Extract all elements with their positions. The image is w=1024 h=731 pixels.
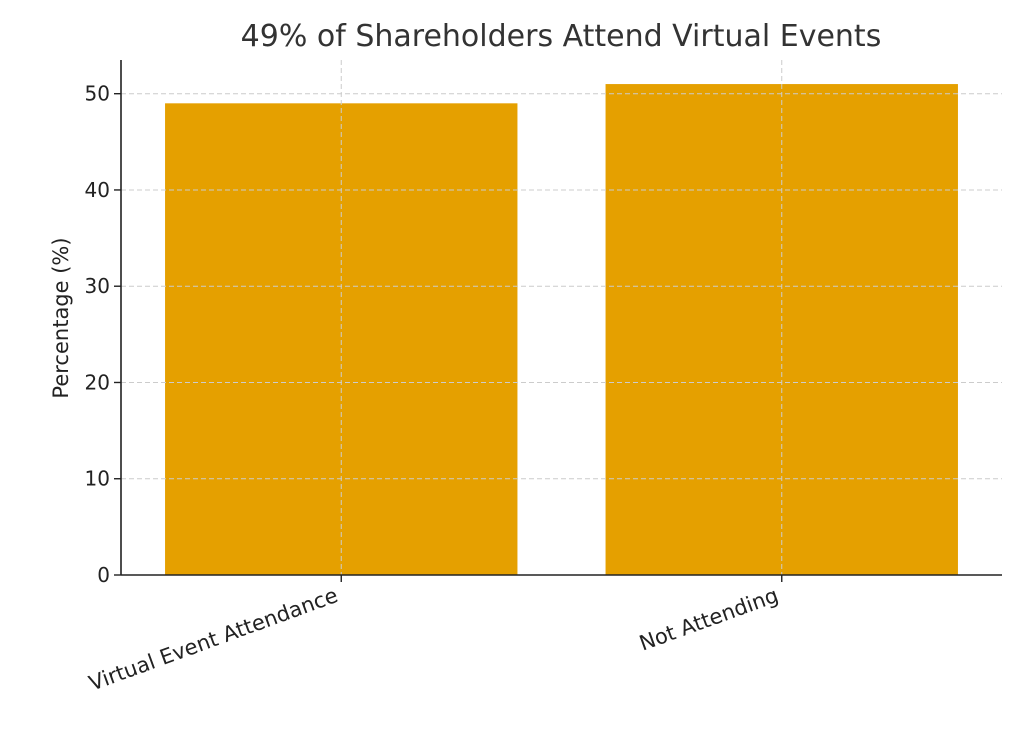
bars (165, 84, 958, 576)
y-tick-labels: 0 10 20 30 40 50 (85, 82, 110, 587)
y-axis-label: Percentage (%) (49, 237, 73, 398)
y-tick-label: 0 (97, 563, 110, 587)
y-tick-label: 20 (85, 370, 110, 394)
x-tick-label: Virtual Event Attendance (86, 583, 341, 695)
y-tick-label: 40 (85, 178, 110, 202)
grid-lines (121, 60, 1002, 575)
x-tick-labels: Virtual Event Attendance Not Attending (86, 583, 782, 695)
y-tick-label: 50 (85, 82, 110, 106)
x-tick-label: Not Attending (636, 583, 781, 655)
y-tick-label: 10 (85, 467, 110, 491)
y-tick-label: 30 (85, 274, 110, 298)
axes (114, 60, 1002, 582)
chart-title: 49% of Shareholders Attend Virtual Event… (241, 19, 882, 54)
